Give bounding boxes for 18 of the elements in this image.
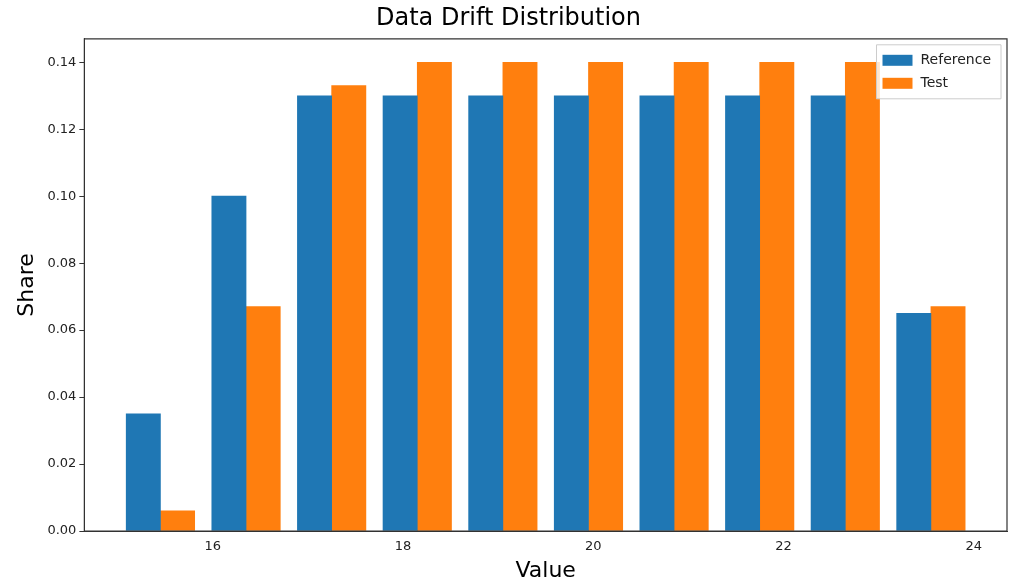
- x-tick-label: 22: [775, 538, 792, 554]
- x-tick-label: 20: [584, 538, 602, 554]
- y-tick-label: 0.04: [47, 388, 77, 404]
- legend-label: Test: [919, 74, 949, 91]
- x-axis-title: Value: [515, 556, 576, 582]
- y-tick-label: 0.00: [47, 522, 77, 538]
- x-tick-label: 18: [394, 538, 412, 554]
- y-tick-label: 0.10: [47, 187, 77, 203]
- legend-label: Reference: [920, 51, 991, 68]
- y-tick-label: 0.02: [47, 455, 77, 471]
- x-tick-label: 24: [965, 538, 982, 554]
- y-tick-label: 0.08: [47, 254, 77, 270]
- chart-title: Data Drift Distribution: [375, 2, 642, 31]
- y-axis-title: Share: [12, 253, 38, 317]
- x-tick-label: 16: [204, 538, 222, 554]
- y-tick-label: 0.06: [47, 321, 77, 337]
- y-tick-label: 0.14: [47, 53, 77, 69]
- y-tick-label: 0.12: [47, 120, 77, 136]
